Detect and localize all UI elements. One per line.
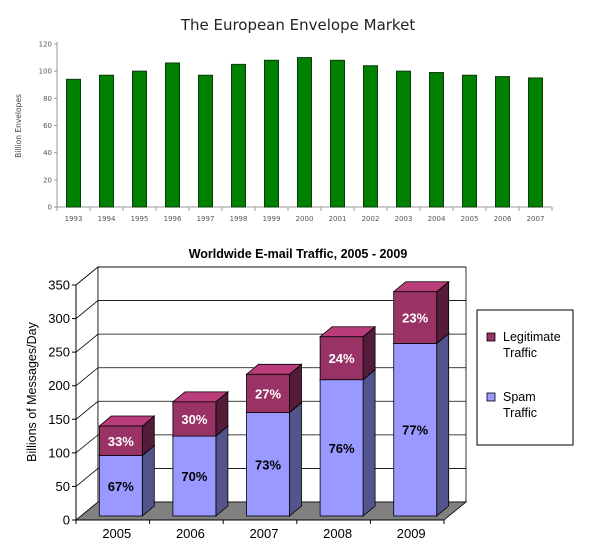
stacked-bar: 67% 33%	[98, 415, 156, 517]
email-traffic-chart: Worldwide E-mail Traffic, 2005 - 2009 Bi…	[0, 240, 596, 558]
bar-segment-legitimate	[246, 373, 290, 413]
y-tick-label: 120	[39, 41, 52, 49]
bar-segment-spam-side	[141, 444, 155, 517]
bar-segment-legitimate	[172, 401, 217, 437]
y-axis-label: Billion Envelopes	[14, 94, 23, 158]
bar-segment-legitimate	[319, 336, 364, 381]
bar-segment-legitimate-side	[436, 280, 450, 345]
email-chart-svg: Worldwide E-mail Traffic, 2005 - 2009 Bi…	[25, 247, 574, 541]
legend-label: Traffic	[503, 346, 537, 360]
gridline	[75, 300, 466, 319]
envelope-chart-svg: The European Envelope Market Billion Env…	[14, 16, 553, 223]
legend-swatch	[486, 332, 496, 342]
bar-segment-spam	[393, 343, 438, 517]
legend-label: Spam	[503, 390, 536, 404]
x-tick-label: 2006	[494, 215, 512, 223]
bar	[528, 77, 543, 208]
x-tick-label: 2007	[250, 526, 279, 541]
x-tick-label: 2005	[461, 215, 479, 223]
bar-segment-spam	[319, 379, 364, 517]
x-tick-label: 1999	[263, 215, 281, 223]
data-label-spam: 76%	[329, 441, 355, 456]
x-tick-label: 1996	[164, 215, 182, 223]
x-tick-label: 1994	[98, 215, 116, 223]
y-tick-label: 200	[48, 378, 70, 393]
bar	[66, 78, 81, 208]
side-wall	[75, 266, 99, 521]
bar	[231, 63, 246, 208]
x-tick-label: 1998	[230, 215, 248, 223]
legend: Legitimate Traffic Spam Traffic	[476, 309, 574, 446]
bar	[396, 70, 411, 208]
legend-label: Legitimate	[503, 330, 561, 344]
bar-segment-spam-side	[436, 332, 450, 517]
data-label-legitimate: 30%	[181, 412, 207, 427]
y-tick-label: 150	[48, 412, 70, 427]
bar	[462, 74, 477, 208]
x-tick-label: 2000	[296, 215, 314, 223]
y-tick-label: 60	[43, 122, 52, 130]
data-label-legitimate: 23%	[402, 311, 428, 326]
data-label-spam: 73%	[255, 457, 281, 472]
x-tick-label: 2006	[176, 526, 205, 541]
x-tick-label: 2003	[395, 215, 413, 223]
stacked-bar: 77% 23%	[392, 280, 450, 517]
legend-label: Traffic	[503, 406, 537, 420]
x-tick-label: 1997	[197, 215, 215, 223]
bar	[264, 59, 279, 208]
y-tick-label: 250	[48, 345, 70, 360]
bar	[330, 59, 345, 208]
data-label-spam: 67%	[108, 479, 134, 494]
legend-box	[476, 309, 574, 446]
bar-segment-spam-side	[362, 368, 376, 517]
data-label-legitimate: 24%	[329, 351, 355, 366]
y-tick-label: 20	[43, 176, 52, 184]
x-tick-label: 1995	[131, 215, 149, 223]
bar	[99, 74, 114, 208]
bar	[363, 65, 378, 208]
x-tick-label: 2009	[397, 526, 426, 541]
bar	[198, 74, 213, 208]
x-tick-label: 2001	[329, 215, 347, 223]
x-tick-label: 1993	[65, 215, 83, 223]
y-tick-label: 0	[63, 513, 70, 528]
y-tick-label: 350	[48, 278, 70, 293]
data-label-spam: 70%	[181, 469, 207, 484]
y-tick-label: 40	[43, 149, 52, 157]
x-tick-label: 2002	[362, 215, 380, 223]
y-tick-label: 100	[48, 445, 70, 460]
x-tick-label: 2007	[527, 215, 545, 223]
bar-segment-legitimate	[98, 425, 143, 456]
bar-segment-spam	[172, 435, 217, 517]
data-label-legitimate: 27%	[255, 386, 281, 401]
gridline	[75, 266, 466, 286]
chart-title: The European Envelope Market	[180, 16, 416, 34]
x-tick-label: 2004	[428, 215, 446, 223]
y-axis-label: Billions of Messages/Day	[25, 321, 39, 461]
y-tick-label: 50	[56, 479, 70, 494]
bar	[495, 76, 510, 208]
bar	[165, 62, 180, 208]
bar	[297, 57, 312, 208]
envelope-market-chart: The European Envelope Market Billion Env…	[0, 0, 596, 240]
bar-segment-legitimate	[393, 291, 438, 344]
stacked-bar: 70% 30%	[171, 391, 230, 517]
bar	[429, 72, 444, 208]
y-tick-label: 0	[48, 204, 52, 212]
legend-swatch	[486, 392, 496, 402]
y-tick-label: 100	[39, 68, 52, 76]
stacked-bar: 76% 24%	[318, 325, 377, 517]
bar	[132, 70, 147, 208]
y-tick-label: 80	[43, 95, 52, 103]
bar-segment-spam-side	[289, 401, 302, 517]
x-tick-label: 2005	[102, 526, 131, 541]
data-label-spam: 77%	[402, 423, 428, 438]
chart-title: Worldwide E-mail Traffic, 2005 - 2009	[189, 247, 408, 261]
bar-segment-spam	[98, 455, 143, 517]
x-tick-label: 2008	[323, 526, 352, 541]
y-tick-label: 300	[48, 311, 70, 326]
bar-segment-spam-side	[215, 425, 229, 517]
stacked-bar: 73% 27%	[245, 363, 303, 517]
data-label-legitimate: 33%	[108, 434, 134, 449]
